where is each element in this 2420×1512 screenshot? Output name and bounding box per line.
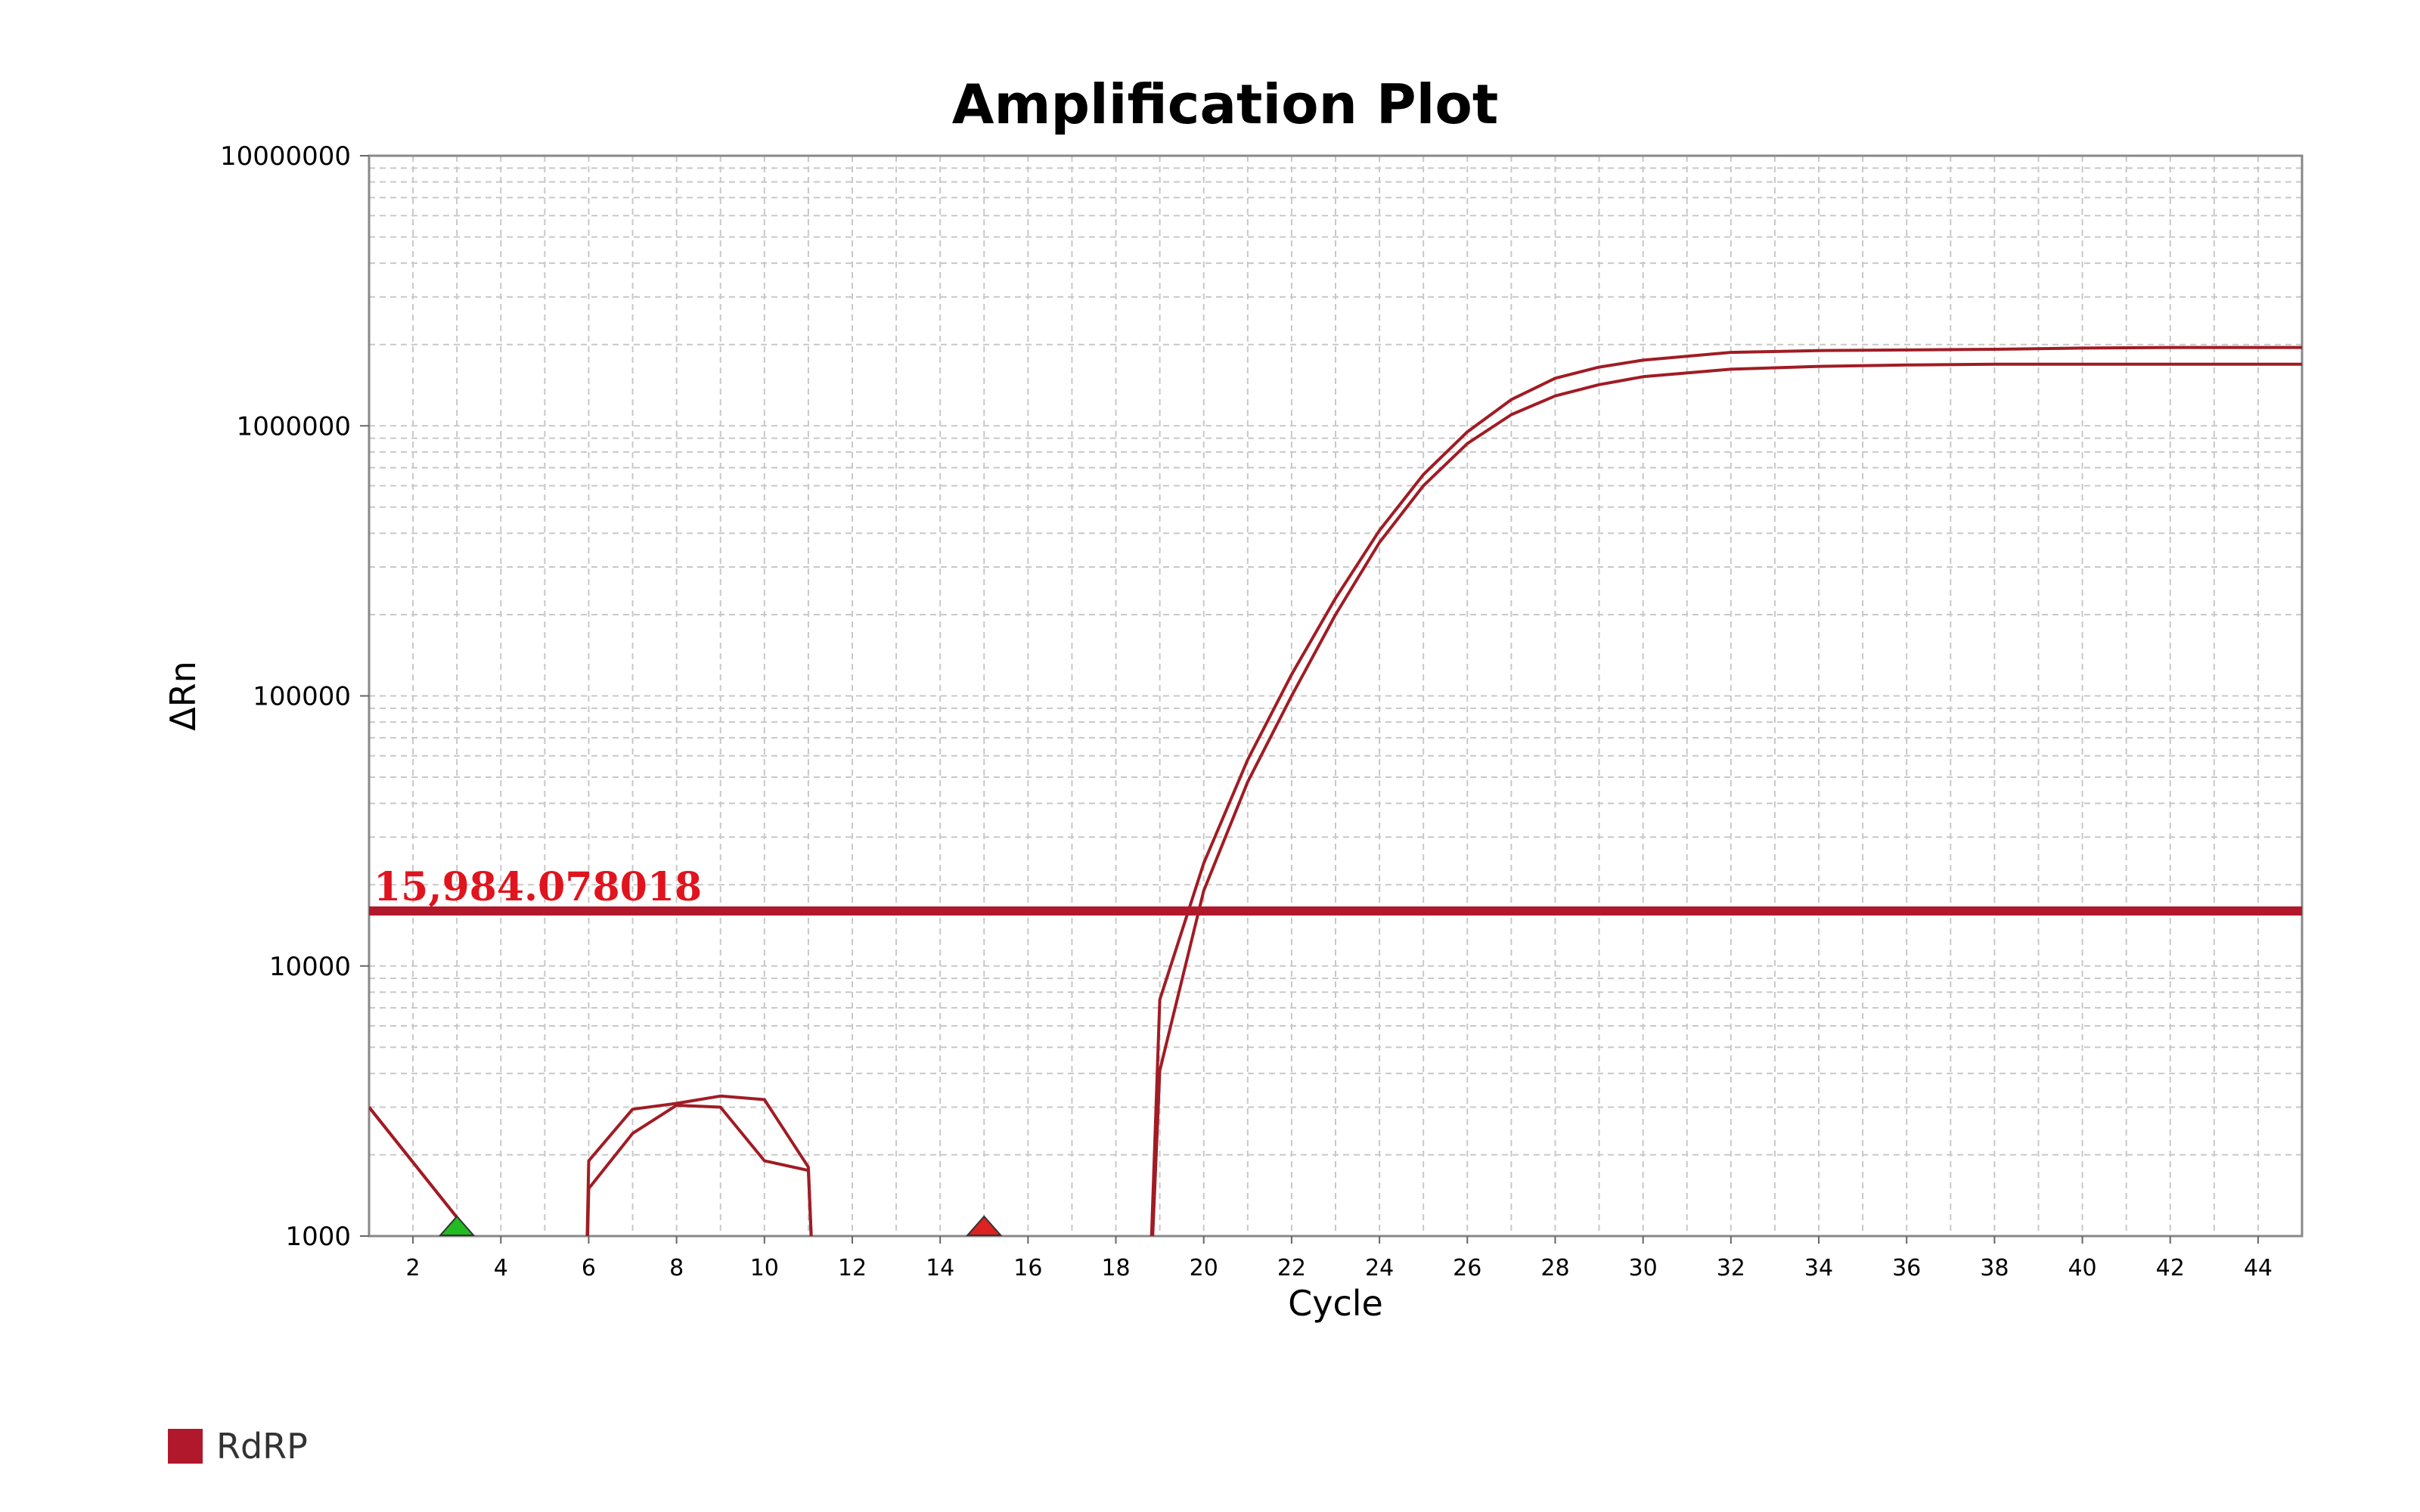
x-tick-label: 44 — [2244, 1255, 2273, 1281]
x-tick-label: 2 — [406, 1255, 420, 1281]
x-tick-label: 14 — [926, 1255, 954, 1281]
x-tick-label: 40 — [2068, 1255, 2096, 1281]
y-tick-label: 10000000 — [220, 141, 351, 172]
legend-label-rdrp: RdRP — [216, 1426, 308, 1467]
x-tick-label: 18 — [1101, 1255, 1130, 1281]
x-tick-label: 10 — [750, 1255, 779, 1281]
x-tick-label: 20 — [1190, 1255, 1218, 1281]
y-tick-label: 1000 — [285, 1222, 351, 1252]
x-tick-label: 8 — [669, 1255, 684, 1281]
x-tick-label: 16 — [1013, 1255, 1042, 1281]
y-tick-label: 100000 — [253, 682, 351, 712]
x-tick-label: 34 — [1804, 1255, 1833, 1281]
x-tick-label: 6 — [582, 1255, 596, 1281]
chart-title: Amplification Plot — [951, 73, 1499, 136]
x-tick-label: 26 — [1453, 1255, 1481, 1281]
x-tick-label: 38 — [1980, 1255, 2009, 1281]
x-tick-label: 30 — [1629, 1255, 1658, 1281]
baseline-end-marker — [966, 1215, 1003, 1236]
threshold-label: 15,984.078018 — [374, 864, 702, 910]
legend-swatch-rdrp — [168, 1429, 203, 1464]
x-tick-label: 32 — [1717, 1255, 1745, 1281]
x-tick-label: 22 — [1277, 1255, 1306, 1281]
y-tick-label: 1000000 — [237, 411, 351, 442]
x-axis-label: Cycle — [1288, 1283, 1383, 1324]
series-line-1 — [369, 345, 2302, 1236]
x-tick-label: 28 — [1540, 1255, 1569, 1281]
series-group — [369, 345, 2302, 1236]
x-tick-label: 12 — [838, 1255, 867, 1281]
y-tick-label: 10000 — [269, 952, 351, 982]
legend: RdRP — [168, 1426, 308, 1467]
x-tick-label: 4 — [494, 1255, 508, 1281]
x-tick-label: 42 — [2156, 1255, 2185, 1281]
x-tick-label: 24 — [1365, 1255, 1394, 1281]
x-tick-label: 36 — [1892, 1255, 1921, 1281]
baseline-start-marker — [438, 1215, 476, 1236]
series-line-2 — [369, 362, 2302, 1236]
y-axis-label: ΔRn — [163, 661, 203, 731]
